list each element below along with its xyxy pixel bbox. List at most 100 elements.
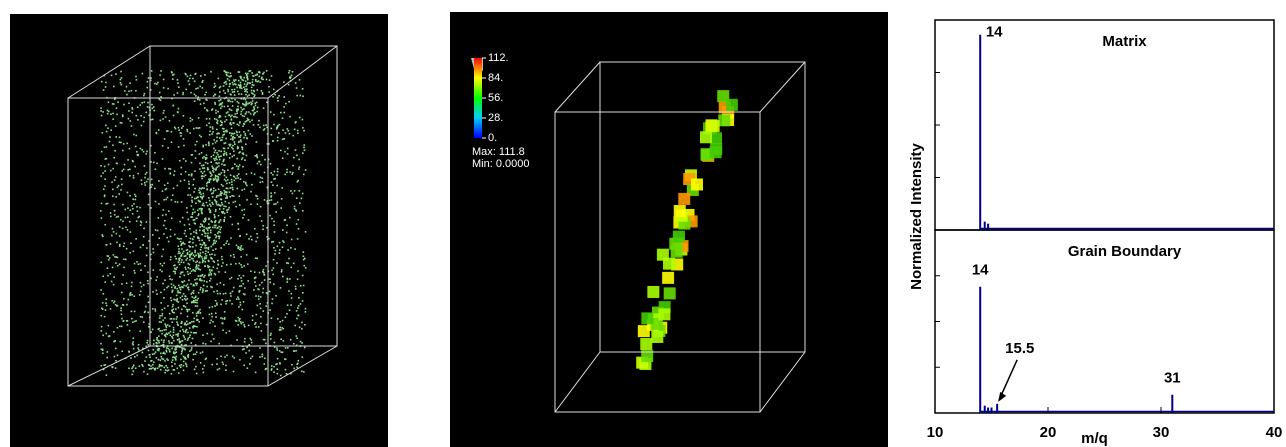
atom <box>225 197 227 199</box>
atom <box>169 342 171 344</box>
atom <box>156 357 158 359</box>
atom <box>237 124 239 126</box>
atom <box>229 278 231 280</box>
colorbar-tick-label: 84. <box>488 72 503 84</box>
atom <box>293 263 295 265</box>
atom <box>303 259 305 261</box>
atom <box>160 302 162 304</box>
atom <box>129 221 131 223</box>
atom <box>224 179 226 181</box>
atom <box>196 264 198 266</box>
atom <box>255 105 257 107</box>
atom <box>119 226 121 228</box>
atom <box>240 141 242 143</box>
atom <box>178 258 180 260</box>
atom <box>212 203 214 205</box>
atom <box>143 151 145 153</box>
atom <box>131 107 133 109</box>
atom <box>243 324 245 326</box>
atom <box>297 307 299 309</box>
atom <box>114 210 116 212</box>
atom <box>190 342 192 344</box>
atom <box>302 127 304 129</box>
atom <box>232 105 234 107</box>
atom <box>110 129 112 131</box>
atom <box>230 174 232 176</box>
atom <box>212 321 214 323</box>
atom <box>173 331 175 333</box>
atom <box>251 184 253 186</box>
atom <box>143 284 145 286</box>
atom <box>186 366 188 368</box>
atom <box>295 335 297 337</box>
atom <box>220 155 222 157</box>
atom <box>229 153 231 155</box>
atom <box>199 255 201 257</box>
atom <box>224 311 226 313</box>
atom <box>106 146 108 148</box>
atom <box>215 110 217 112</box>
atom <box>206 281 208 283</box>
atom <box>148 77 150 79</box>
atom <box>276 174 278 176</box>
atom <box>143 121 145 123</box>
atom <box>280 375 282 377</box>
atom <box>112 144 114 146</box>
atom <box>186 258 188 260</box>
atom <box>140 291 142 293</box>
atom <box>270 111 272 113</box>
atom <box>257 89 259 91</box>
atom <box>185 235 187 237</box>
atom <box>260 81 262 83</box>
atom <box>225 81 227 83</box>
atom <box>243 265 245 267</box>
atom <box>238 125 240 127</box>
atom <box>197 236 199 238</box>
atom <box>190 332 192 334</box>
atom <box>272 140 274 142</box>
atom <box>160 99 162 101</box>
atom <box>116 242 118 244</box>
atom <box>162 215 164 217</box>
atom <box>143 371 145 373</box>
atom <box>146 255 148 257</box>
atom <box>213 168 215 170</box>
atom <box>202 157 204 159</box>
atom <box>207 237 209 239</box>
atom <box>209 182 211 184</box>
atom <box>200 362 202 364</box>
atom <box>171 373 173 375</box>
atom <box>201 188 203 190</box>
atom <box>140 263 142 265</box>
atom <box>286 224 288 226</box>
atom <box>182 94 184 96</box>
atom <box>105 82 107 84</box>
atom <box>251 92 253 94</box>
atom <box>231 135 233 137</box>
atom <box>201 225 203 227</box>
atom <box>195 95 197 97</box>
voxel <box>640 338 652 350</box>
atom <box>167 324 169 326</box>
atom <box>200 193 202 195</box>
atom <box>179 342 181 344</box>
atom <box>210 205 212 207</box>
atom <box>212 108 214 110</box>
atom <box>101 115 103 117</box>
atom <box>264 339 266 341</box>
atom <box>213 190 215 192</box>
atom <box>184 230 186 232</box>
atom <box>180 272 182 274</box>
atom <box>249 133 251 135</box>
atom <box>177 82 179 84</box>
atom <box>186 212 188 214</box>
atom <box>221 163 223 165</box>
atom <box>146 87 148 89</box>
atom <box>198 292 200 294</box>
atom <box>303 130 305 132</box>
atom <box>208 223 210 225</box>
atom <box>223 159 225 161</box>
atom <box>301 198 303 200</box>
atom <box>104 166 106 168</box>
atom <box>219 194 221 196</box>
